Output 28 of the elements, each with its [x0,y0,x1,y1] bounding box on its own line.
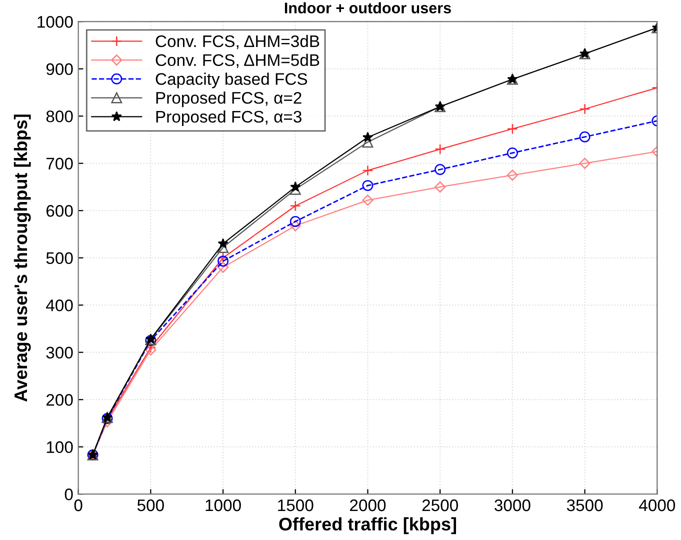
x-axis-title: Offered traffic [kbps] [279,517,456,534]
x-tick-label: 2500 [422,499,458,512]
y-tick-label: 400 [46,300,73,312]
y-axis-title: Average user's throughput [kbps] [14,114,31,402]
x-tick-label: 500 [137,499,164,512]
y-tick-label: 300 [46,346,73,359]
legend-label: Conv. FCS, ΔHM=5dB [156,54,320,68]
legend-label: Conv. FCS, ΔHM=3dB [156,34,320,50]
x-tick-label: 3000 [494,499,530,512]
y-tick-label: 800 [46,110,73,122]
x-tick-label: 1000 [206,499,241,512]
x-tick-label: 1500 [278,499,314,512]
legend-label: Proposed FCS, α=3 [156,110,302,126]
chart-title: Indoor + outdoor users [284,2,451,14]
y-tick-label: 1000 [38,16,73,28]
x-tick-label: 2000 [350,499,386,512]
legend-label: Proposed FCS, α=2 [156,92,302,108]
y-tick-label: 600 [46,205,73,217]
y-tick-label: 100 [46,441,73,454]
x-tick-label: 0 [74,499,82,512]
y-tick-label: 900 [46,63,73,76]
y-tick-label: 500 [46,252,73,264]
x-tick-label: 3500 [566,499,603,512]
x-tick-label: 4000 [639,499,676,512]
legend-label: Capacity based FCS [156,72,308,88]
y-tick-label: 0 [64,488,73,500]
y-tick-label: 200 [46,394,73,406]
y-tick-label: 700 [46,158,73,170]
